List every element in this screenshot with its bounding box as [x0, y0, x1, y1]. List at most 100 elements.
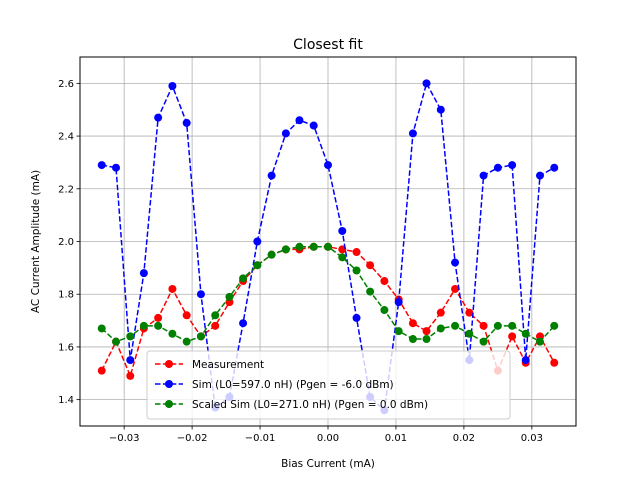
data-point	[366, 287, 375, 296]
data-point	[168, 329, 177, 338]
data-point	[324, 242, 332, 251]
data-point	[436, 308, 445, 317]
data-point	[112, 163, 121, 172]
legend-label: Sim (L0=597.0 nH) (Pgen = -6.0 dBm)	[192, 379, 394, 391]
data-point	[97, 161, 106, 170]
data-point	[508, 161, 517, 170]
data-point	[521, 329, 530, 338]
series-3	[97, 242, 559, 346]
data-point	[281, 129, 290, 138]
data-point	[394, 327, 403, 336]
legend-box	[146, 350, 511, 420]
data-point	[295, 242, 304, 251]
grid	[80, 57, 576, 426]
plot-series	[97, 79, 559, 415]
data-point	[366, 261, 375, 270]
data-point	[535, 337, 544, 346]
data-point	[436, 105, 445, 114]
data-point	[182, 337, 191, 346]
data-point	[338, 226, 347, 235]
data-point	[380, 306, 389, 315]
data-point	[211, 311, 220, 320]
data-point	[211, 321, 220, 330]
legend-item: Scaled Sim (L0=271.0 nH) (Pgen = 0.0 dBm…	[155, 399, 428, 411]
data-point	[295, 116, 304, 125]
data-point	[352, 266, 361, 275]
x-tick-label: 0.01	[385, 433, 407, 444]
data-point	[422, 327, 431, 336]
data-point	[154, 321, 163, 330]
data-point	[168, 284, 177, 293]
data-point	[422, 335, 431, 344]
data-point	[97, 324, 106, 333]
data-point	[126, 356, 135, 365]
data-point	[380, 277, 389, 286]
y-tick-label: 2.0	[58, 237, 74, 248]
data-point	[451, 284, 460, 293]
data-point	[253, 237, 262, 246]
data-point	[253, 261, 262, 270]
data-point	[521, 356, 530, 365]
data-point	[309, 121, 318, 130]
data-point	[479, 171, 488, 180]
data-point	[196, 332, 205, 341]
data-point	[182, 311, 191, 320]
x-tick-label: −0.03	[109, 433, 140, 444]
data-point	[239, 319, 248, 328]
x-axis-label: Bias Current (mA)	[281, 458, 375, 470]
data-point	[139, 321, 148, 330]
legend-marker	[165, 380, 173, 388]
data-point	[493, 321, 502, 330]
data-point	[352, 248, 361, 257]
data-point	[408, 319, 417, 328]
data-point	[338, 253, 347, 262]
legend-label: Measurement	[192, 359, 264, 371]
data-point	[479, 337, 488, 346]
data-point	[324, 161, 332, 170]
data-point	[309, 242, 318, 251]
y-tick-label: 2.4	[58, 132, 74, 143]
data-point	[408, 129, 417, 138]
legend: Measurement Sim (L0=597.0 nH) (Pgen = -6.…	[146, 350, 511, 420]
chart-title: Closest fit	[293, 37, 363, 53]
x-tick-label: 0.02	[453, 433, 475, 444]
data-point	[451, 258, 460, 267]
series-line	[101, 81, 555, 412]
data-point	[508, 332, 517, 341]
data-point	[465, 329, 474, 338]
y-tick-label: 2.2	[58, 184, 74, 195]
y-tick-label: 1.8	[58, 290, 74, 301]
data-point	[394, 298, 403, 307]
data-point	[97, 366, 106, 375]
data-point	[550, 358, 559, 367]
data-point	[139, 269, 148, 278]
data-point	[451, 321, 460, 330]
data-point	[465, 308, 474, 317]
data-point	[239, 274, 248, 283]
data-point	[408, 335, 417, 344]
data-point	[196, 290, 205, 299]
data-point	[352, 313, 361, 322]
data-point	[225, 292, 234, 301]
legend-item: Measurement	[155, 359, 264, 371]
data-point	[493, 163, 502, 172]
legend-marker	[165, 400, 173, 408]
data-point	[550, 163, 559, 172]
y-tick-label: 2.6	[58, 79, 74, 90]
data-point	[182, 118, 191, 127]
x-tick-label: 0.03	[521, 433, 543, 444]
data-point	[267, 171, 276, 180]
x-tick-label: −0.01	[245, 433, 276, 444]
data-point	[168, 81, 177, 90]
data-point	[479, 321, 488, 330]
x-tick-label: 0.00	[317, 433, 339, 444]
data-point	[508, 321, 517, 330]
data-point	[154, 313, 163, 322]
data-point	[126, 371, 135, 380]
x-tick-label: −0.02	[177, 433, 208, 444]
data-point	[112, 337, 121, 346]
y-tick-label: 1.6	[58, 342, 74, 353]
data-point	[126, 332, 135, 341]
data-point	[422, 79, 431, 88]
